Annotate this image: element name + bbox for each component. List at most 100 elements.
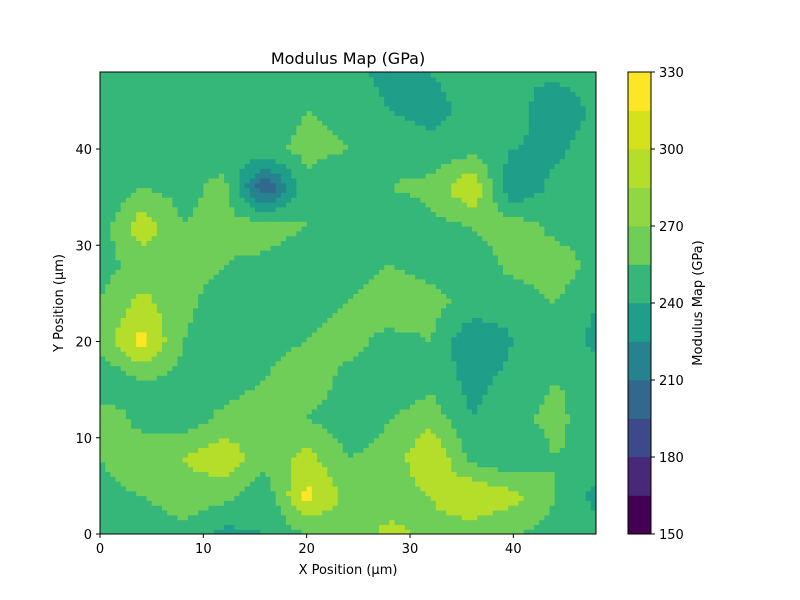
contour-cell <box>291 341 297 347</box>
contour-cell <box>554 495 561 501</box>
contour-cell <box>559 355 566 362</box>
contour-cell <box>332 389 339 396</box>
contour-cell <box>229 485 235 492</box>
contour-cell <box>249 355 256 362</box>
contour-cell <box>503 452 509 458</box>
contour-cell <box>539 404 545 410</box>
contour-cell <box>404 399 411 405</box>
contour-cell <box>415 505 421 511</box>
contour-cell <box>244 408 251 415</box>
contour-cell <box>497 476 504 482</box>
contour-cell <box>125 476 132 482</box>
contour-cell <box>337 307 344 314</box>
contour-cell <box>265 432 272 439</box>
contour-cell <box>193 495 199 501</box>
contour-cell <box>570 307 576 314</box>
contour-cell <box>590 437 596 444</box>
contour-cell <box>156 312 163 319</box>
contour-cell <box>203 283 210 290</box>
contour-cell <box>120 524 127 530</box>
contour-cell <box>580 524 587 530</box>
contour-cell <box>503 307 509 314</box>
contour-cell <box>389 404 396 410</box>
contour-cell <box>363 452 370 458</box>
contour-cell <box>187 322 194 328</box>
contour-cell <box>110 432 117 439</box>
contour-cell <box>404 471 411 477</box>
contour-cell <box>420 283 427 290</box>
contour-cell <box>461 514 468 521</box>
contour-cell <box>580 298 587 304</box>
contour-cell <box>332 365 339 371</box>
contour-cell <box>379 384 385 391</box>
contour-cell <box>141 485 148 492</box>
contour-cell <box>420 490 427 497</box>
contour-cell <box>503 490 509 497</box>
contour-cell <box>508 442 514 448</box>
contour-cell <box>373 423 380 429</box>
contour-cell <box>131 495 137 501</box>
contour-cell <box>425 380 432 386</box>
contour-cell <box>404 303 411 309</box>
contour-cell <box>559 380 566 386</box>
contour-cell <box>208 408 215 415</box>
contour-cell <box>477 413 483 420</box>
contour-cell <box>120 418 127 424</box>
contour-cell <box>182 519 189 525</box>
contour-cell <box>311 394 318 400</box>
contour-cell <box>311 336 318 343</box>
contour-cell <box>115 437 122 444</box>
contour-cell <box>503 360 509 367</box>
contour-cell <box>503 389 509 396</box>
contour-cell <box>146 283 153 290</box>
contour-cell <box>466 293 473 299</box>
contour-cell <box>518 413 525 420</box>
contour-cell <box>182 514 189 521</box>
contour-cell <box>528 524 535 530</box>
contour-cell <box>136 466 142 473</box>
contour-cell <box>508 524 514 530</box>
contour-cell <box>554 341 561 347</box>
contour-cell <box>348 423 354 429</box>
contour-cell <box>539 442 545 448</box>
contour-cell <box>477 375 483 381</box>
contour-cell <box>534 476 540 482</box>
contour-cell <box>435 327 442 333</box>
contour-cell <box>415 461 421 468</box>
contour-cell <box>291 485 297 492</box>
contour-cell <box>544 524 551 530</box>
contour-cell <box>249 490 256 497</box>
contour-cell <box>156 380 163 386</box>
contour-cell <box>286 283 292 290</box>
contour-cell <box>265 399 272 405</box>
contour-cell <box>420 500 427 506</box>
contour-cell <box>559 399 566 405</box>
contour-cell <box>100 452 106 458</box>
contour-cell <box>353 293 359 299</box>
contour-cell <box>363 298 370 304</box>
contour-cell <box>399 514 406 521</box>
contour-cell <box>234 317 241 323</box>
contour-cell <box>358 461 365 468</box>
contour-cell <box>172 293 179 299</box>
contour-cell <box>327 481 334 487</box>
contour-cell <box>497 298 504 304</box>
contour-cell <box>322 394 328 400</box>
contour-cell <box>151 389 158 396</box>
contour-cell <box>389 485 396 492</box>
contour-cell <box>203 399 210 405</box>
contour-cell <box>518 331 525 338</box>
contour-cell <box>368 365 375 371</box>
contour-cell <box>280 481 287 487</box>
contour-cell <box>193 432 199 439</box>
contour-cell <box>239 418 246 424</box>
contour-cell <box>110 428 117 434</box>
contour-cell <box>332 452 339 458</box>
contour-cell <box>559 529 566 534</box>
contour-cell <box>239 423 246 429</box>
contour-cell <box>136 500 142 506</box>
contour-cell <box>461 519 468 525</box>
contour-cell <box>348 384 354 391</box>
contour-cell <box>528 481 535 487</box>
contour-cell <box>539 519 545 525</box>
